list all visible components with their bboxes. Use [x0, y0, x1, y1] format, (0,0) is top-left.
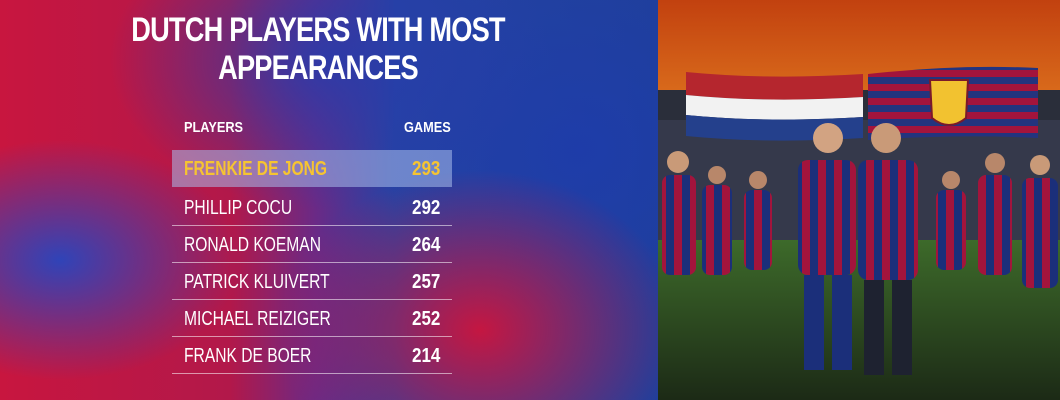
table-row: FRENKIE DE JONG 293 — [172, 150, 452, 187]
player-name: RONALD KOEMAN — [184, 234, 321, 256]
column-header: GAMES — [404, 119, 451, 136]
games-count: 293 — [411, 158, 440, 180]
background-panel: DUTCH PLAYERS WITH MOST APPEARANCES PLAY… — [0, 0, 658, 400]
team-photo — [658, 0, 1060, 400]
column-header: PLAYERS — [184, 119, 244, 136]
games-count: 264 — [411, 234, 440, 256]
table-row: MICHAEL REIZIGER 252 — [172, 300, 452, 337]
players — [662, 123, 1058, 375]
player-name: PATRICK KLUIVERT — [184, 271, 330, 293]
table-row: PHILLIP COCU 292 — [172, 189, 452, 226]
player-name: PHILLIP COCU — [184, 197, 293, 219]
games-count: 214 — [411, 345, 440, 367]
table-row: PATRICK KLUIVERT 257 — [172, 263, 452, 300]
games-count: 292 — [411, 197, 440, 219]
crest — [928, 79, 970, 126]
title-line: DUTCH PLAYERS WITH MOST — [131, 11, 505, 49]
table-row: FRANK DE BOER 214 — [172, 337, 452, 374]
title-line: APPEARANCES — [218, 49, 419, 87]
table-row: RONALD KOEMAN 264 — [172, 226, 452, 263]
games-count: 252 — [411, 308, 440, 330]
netherlands-flag — [686, 72, 863, 141]
games-count: 257 — [411, 271, 440, 293]
player-name: FRENKIE DE JONG — [184, 158, 328, 180]
player-name: MICHAEL REIZIGER — [184, 308, 331, 330]
player-name: FRANK DE BOER — [184, 345, 312, 367]
